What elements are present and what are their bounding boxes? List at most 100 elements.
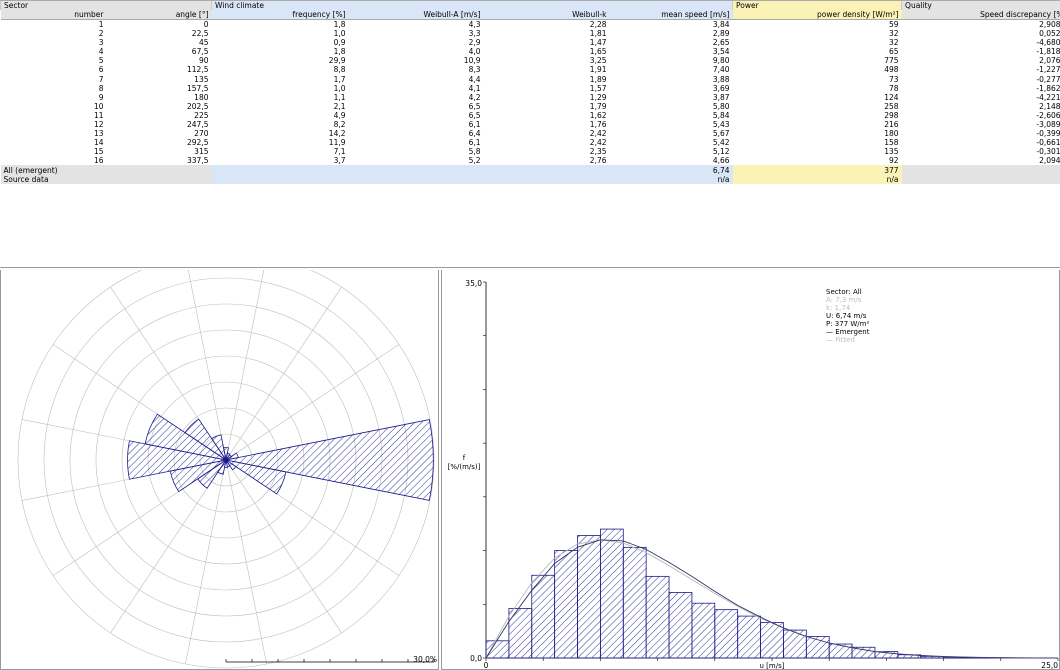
column-header-speed-discrepancy[interactable]: Speed discrepancy [% xyxy=(901,10,1060,20)
group-header-quality[interactable]: Quality xyxy=(901,0,1060,10)
cell-power-density: 32 xyxy=(889,38,899,48)
cell-mean-speed: 5,12 xyxy=(712,147,730,157)
group-header-sector[interactable]: Sector xyxy=(0,0,212,10)
cell-speed-discrepancy: -4,680⁹ xyxy=(1036,38,1060,48)
cell-power-density: 216 xyxy=(884,119,899,129)
table-row[interactable]: 5 90 29,9 10,9 3,25 9,80 775 2,076⁹ xyxy=(1,56,1060,65)
table-row[interactable]: 6 112,5 8,8 8,3 1,91 7,40 498 -1,227⁹ xyxy=(1,65,1060,74)
histogram-bar-5 xyxy=(577,535,601,659)
table-row[interactable]: 12 247,5 8,2 6,1 1,76 5,43 216 -3,089⁹ xyxy=(1,120,1060,129)
cell-mean-speed: 3,69 xyxy=(712,83,730,93)
table-row[interactable]: 15 315 7,1 5,8 2,35 5,12 135 -0,301⁹ xyxy=(1,147,1060,156)
summary-blank xyxy=(901,174,1060,185)
column-header-mean-speed[interactable]: mean speed [m/s] xyxy=(609,10,733,20)
column-header-weibull-k[interactable]: Weibull-k xyxy=(483,10,610,20)
cell-weibull-k: 1,65 xyxy=(589,47,607,57)
histogram-bar-12 xyxy=(737,615,761,659)
group-header-wind-climate[interactable]: Wind climate xyxy=(210,0,733,10)
cell-frequency: 3,7 xyxy=(333,156,346,166)
legend-weibull-a: A: 7,3 m/s xyxy=(826,296,862,304)
cell-weibull-k: 1,62 xyxy=(589,110,607,120)
cell-power-density: 78 xyxy=(889,83,899,93)
table-row[interactable]: 9 180 1,1 4,2 1,29 3,87 124 -4,221⁹ xyxy=(1,93,1060,102)
cell-frequency: 8,2 xyxy=(333,119,346,129)
rose-sector-5 xyxy=(225,419,434,501)
cell-speed-discrepancy: -4,221⁹ xyxy=(1036,92,1060,102)
column-header-angle[interactable]: angle [°] xyxy=(106,10,212,20)
y-tick-top: 35,0 xyxy=(465,279,482,288)
wind-rose-chart: 30,0% xyxy=(17,251,437,669)
wind-rose-panel[interactable]: 30,0% xyxy=(0,251,439,670)
cell-speed-discrepancy: -0,661⁹ xyxy=(1036,138,1060,148)
table-row[interactable]: 4 67,5 1,8 4,0 1,65 3,54 65 -1,818⁹ xyxy=(1,47,1060,56)
table-row[interactable]: 11 225 4,9 6,5 1,62 5,84 298 -2,606⁹ xyxy=(1,111,1060,120)
table-row[interactable]: 13 270 14,2 6,4 2,42 5,67 180 -0,399⁹ xyxy=(1,129,1060,138)
cell-frequency: 29,9 xyxy=(328,56,346,66)
cell-weibull-k: 2,42 xyxy=(589,138,607,148)
table-row[interactable]: 8 157,5 1,0 4,1 1,57 3,69 78 -1,862⁹ xyxy=(1,84,1060,93)
table-row[interactable]: 16 337,5 3,7 5,2 2,76 4,66 92 2,094⁹ xyxy=(1,156,1060,165)
cell-number: 1 xyxy=(98,20,104,29)
cell-number: 12 xyxy=(93,119,104,129)
histogram-bar-14 xyxy=(783,629,807,659)
rose-spoke xyxy=(185,255,227,461)
cell-angle: 0 xyxy=(203,20,209,29)
histogram-bar-6 xyxy=(599,528,624,659)
cell-weibull-a: 10,9 xyxy=(463,56,481,66)
summary-row-source[interactable]: Source data n/a n/a xyxy=(0,174,1060,185)
rose-spoke xyxy=(225,255,267,461)
histogram-bar-17 xyxy=(851,646,876,659)
cell-angle: 180 xyxy=(194,92,209,102)
column-header-weibull-a[interactable]: Weibull-A [m/s] xyxy=(348,10,484,20)
cell-weibull-k: 3,25 xyxy=(589,56,607,66)
rose-sector-13 xyxy=(127,440,227,480)
cell-weibull-a: 4,0 xyxy=(468,47,481,57)
table-row[interactable]: 2 22,5 1,0 3,3 1,81 2,89 32 0,052⁹ xyxy=(1,29,1060,38)
sector-data-grid: Sector Wind climate Power Quality number… xyxy=(0,0,1060,185)
group-header-power[interactable]: Power xyxy=(732,0,902,10)
wind-rose-sectors xyxy=(127,413,434,501)
cell-angle: 90 xyxy=(198,56,209,66)
cell-power-density: 65 xyxy=(889,47,899,57)
cell-weibull-a: 6,5 xyxy=(468,101,481,111)
legend-sector: Sector: All xyxy=(826,288,862,296)
cell-weibull-a: 8,3 xyxy=(468,65,481,75)
cell-power-density: 73 xyxy=(889,74,899,84)
cell-frequency: 1,0 xyxy=(333,29,346,39)
cell-weibull-a: 6,4 xyxy=(468,129,481,139)
cell-frequency: 2,1 xyxy=(333,101,346,111)
cell-speed-discrepancy: -0,301⁹ xyxy=(1036,147,1060,157)
cell-frequency: 1,0 xyxy=(333,83,346,93)
table-row[interactable]: 14 292,5 11,9 6,1 2,42 5,42 158 -0,661⁹ xyxy=(1,138,1060,147)
cell-frequency: 11,9 xyxy=(328,138,346,148)
summary-label: All (emergent) xyxy=(0,165,212,175)
cell-angle: 157,5 xyxy=(187,83,209,93)
column-header-number[interactable]: number xyxy=(0,10,107,20)
table-row[interactable]: 1 0 1,8 4,3 2,28 3,84 59 2,908⁹ xyxy=(1,20,1060,30)
column-header-power-density[interactable]: power density [W/m²] xyxy=(732,10,902,20)
cell-mean-speed: 5,80 xyxy=(712,101,730,111)
rose-sector-6 xyxy=(225,459,287,495)
rose-sector-14 xyxy=(144,413,227,461)
cell-number: 14 xyxy=(93,138,104,148)
summary-mean-speed: 6,74 xyxy=(609,165,733,175)
table-row[interactable]: 3 45 0,9 2,9 1,47 2,65 32 -4,680⁹ xyxy=(1,38,1060,47)
cell-number: 3 xyxy=(98,38,104,48)
rose-spoke xyxy=(225,459,267,665)
table-row[interactable]: 10 202,5 2,1 6,5 1,79 5,80 258 2,148⁹ xyxy=(1,102,1060,111)
histogram-bar-11 xyxy=(714,609,739,659)
summary-row-emergent[interactable]: All (emergent) 6,74 377 xyxy=(0,165,1060,175)
cell-number: 7 xyxy=(98,74,104,84)
legend-fitted: — Fitted xyxy=(826,336,855,344)
cell-speed-discrepancy: -1,818⁹ xyxy=(1036,47,1060,57)
cell-frequency: 1,7 xyxy=(333,74,346,84)
legend-weibull-k: k: 1,74 xyxy=(826,304,851,312)
speed-histogram-panel[interactable]: 35,0 0,0 0 25,0 u [m/s] f [%/(m/s)] Sect… xyxy=(441,270,1060,670)
rose-sector-16 xyxy=(211,434,227,461)
cell-weibull-a: 5,8 xyxy=(468,147,481,157)
cell-weibull-a: 5,2 xyxy=(468,156,481,166)
column-header-frequency[interactable]: frequency [%] xyxy=(211,10,349,20)
summary-power-density: 377 xyxy=(732,165,902,175)
table-row[interactable]: 7 135 1,7 4,4 1,89 3,88 73 -0,277⁹ xyxy=(1,74,1060,84)
cell-number: 5 xyxy=(98,56,104,66)
